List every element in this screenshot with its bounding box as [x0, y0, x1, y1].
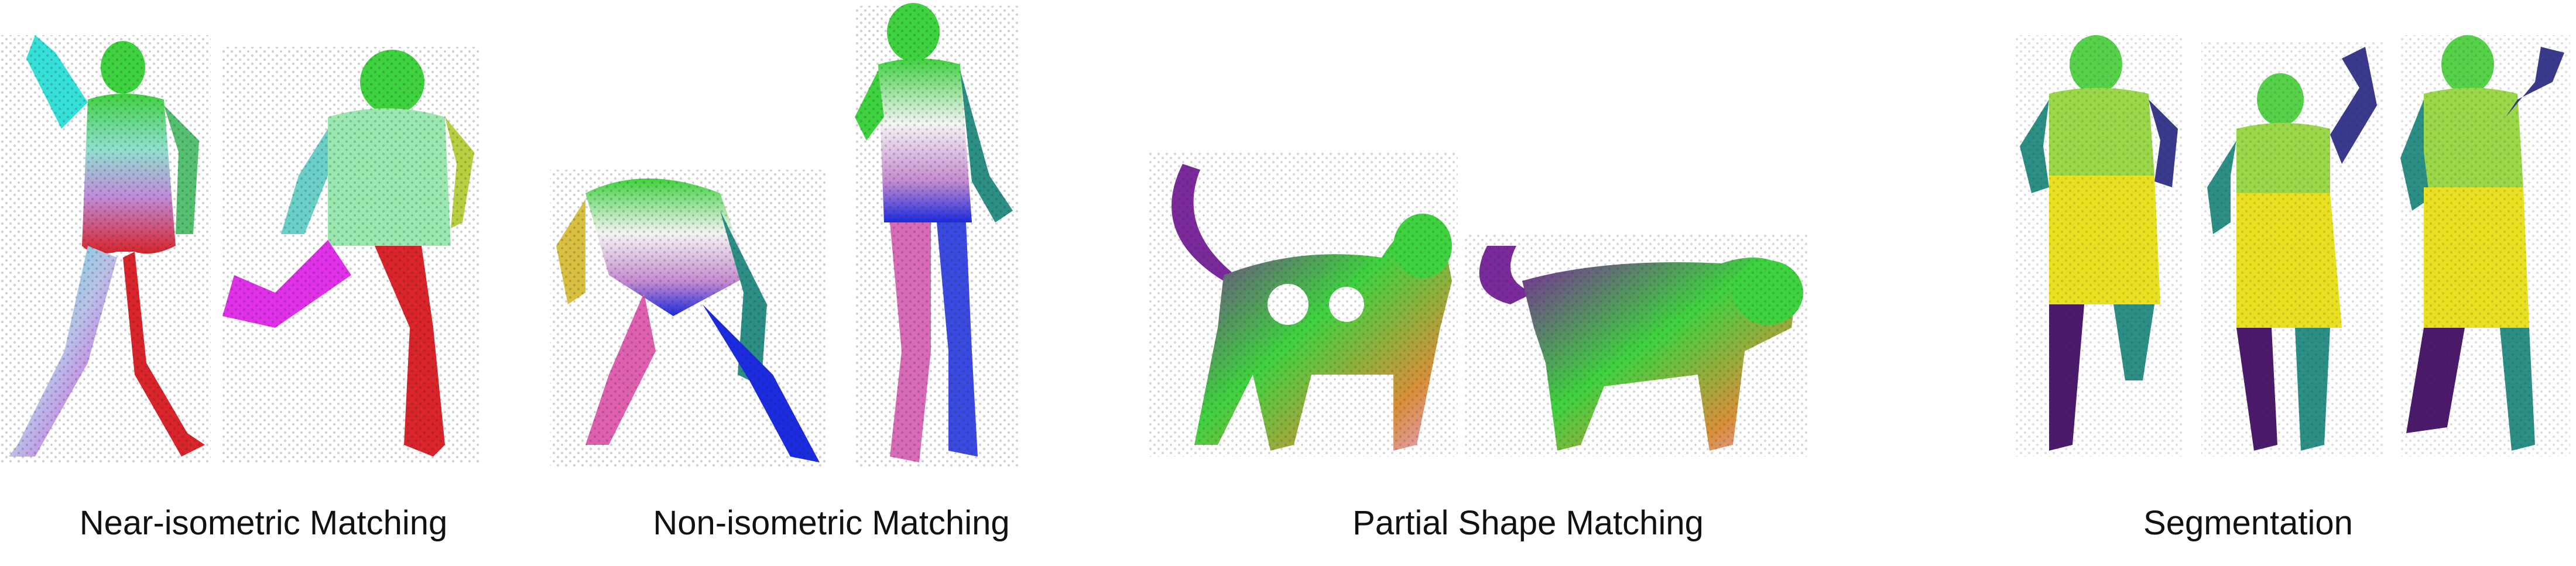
human-figure-2: [222, 47, 480, 462]
panel-partial-shape: Partial Shape Matching: [1136, 0, 1920, 566]
caption-near-isometric: Near-isometric Matching: [79, 504, 448, 542]
caption-segmentation: Segmentation: [2143, 504, 2353, 542]
segmentation-figures: [2014, 35, 2570, 457]
segmented-human-1: [2014, 35, 2184, 457]
near-isometric-figures: [0, 35, 480, 462]
cat-figure-full: [1464, 234, 1809, 457]
panel-near-isometric: Near-isometric Matching: [0, 0, 527, 566]
segmented-human-2: [2201, 41, 2383, 457]
panel-non-isometric: Non-isometric Matching: [527, 0, 1136, 566]
human-figure-1: [0, 35, 211, 462]
non-isometric-figures: [550, 3, 1019, 468]
human-figure-standing: [855, 3, 1019, 468]
caption-non-isometric: Non-isometric Matching: [653, 504, 1010, 542]
human-figure-crouching: [550, 170, 825, 468]
panel-segmentation: Segmentation: [1920, 0, 2576, 566]
segmented-human-3: [2400, 35, 2570, 457]
caption-partial-shape: Partial Shape Matching: [1352, 504, 1704, 542]
partial-shape-figures: [1147, 152, 1809, 457]
cat-figure-partial: [1147, 152, 1458, 457]
